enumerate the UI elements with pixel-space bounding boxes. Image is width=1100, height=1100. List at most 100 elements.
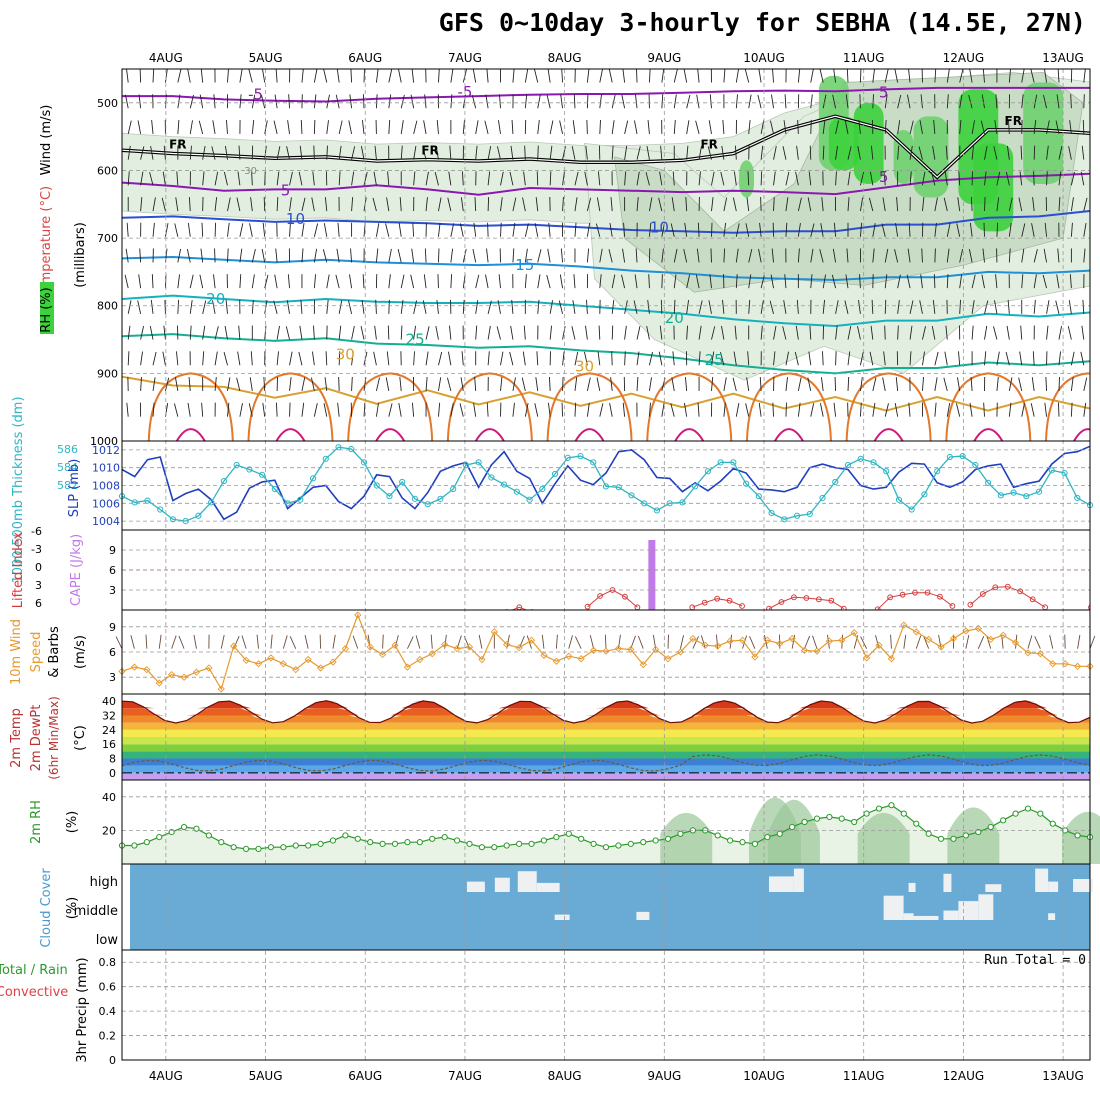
wind-barb bbox=[486, 248, 489, 263]
lifted-index-marker bbox=[967, 601, 974, 608]
wind-barb bbox=[274, 274, 278, 289]
wind-speed-marker bbox=[614, 645, 623, 653]
lifted-index-marker bbox=[815, 596, 822, 603]
wind-barb bbox=[485, 274, 489, 289]
wind-barb bbox=[1008, 119, 1010, 134]
wind-barb bbox=[509, 351, 514, 366]
wind-barb bbox=[933, 119, 936, 134]
wind-barb bbox=[696, 94, 700, 109]
wind-barb bbox=[438, 69, 440, 83]
wind-barb bbox=[227, 248, 229, 263]
wind-barb bbox=[285, 326, 290, 340]
wind-barb bbox=[835, 171, 837, 186]
cloud-level-label: high bbox=[90, 875, 118, 890]
wind-barb bbox=[1070, 94, 1072, 109]
lifted-index-marker bbox=[887, 594, 894, 601]
wind-barb bbox=[645, 172, 650, 186]
wind-speed-marker bbox=[329, 658, 337, 666]
thickness-marker bbox=[386, 493, 393, 500]
wind-barb bbox=[251, 171, 253, 186]
wind-barb bbox=[323, 223, 328, 237]
wind-barb bbox=[547, 402, 551, 417]
wind-barb bbox=[723, 222, 727, 237]
thickness-marker bbox=[437, 495, 444, 502]
wind-barb bbox=[214, 377, 217, 391]
wind-barb bbox=[164, 223, 169, 237]
wind-speed-marker bbox=[788, 634, 796, 643]
wind-barb bbox=[462, 94, 466, 109]
isotherm-hot-loop bbox=[674, 428, 705, 441]
wind-speed-marker bbox=[689, 634, 697, 643]
isotherm-label: 10 bbox=[286, 210, 305, 228]
wind-barb bbox=[698, 325, 702, 340]
thickness-marker bbox=[411, 495, 419, 502]
thickness-marker bbox=[985, 479, 992, 486]
wind-barb bbox=[438, 402, 441, 417]
surface-wind-barb bbox=[630, 635, 636, 649]
wind-barb bbox=[323, 403, 328, 417]
wind-speed-marker bbox=[664, 655, 672, 663]
wind-barb bbox=[981, 94, 985, 109]
rh-marker bbox=[888, 802, 895, 809]
wind-barb bbox=[810, 119, 812, 134]
wind-barb bbox=[723, 69, 726, 83]
temp-tick-label: 24 bbox=[102, 724, 116, 737]
wind-barb bbox=[288, 94, 290, 109]
wind-barb bbox=[239, 69, 243, 83]
cloud-block bbox=[1035, 868, 1049, 892]
wind-barb bbox=[251, 249, 256, 263]
isotherm-label: 5 bbox=[879, 168, 889, 186]
wind-barb bbox=[162, 171, 166, 186]
thickness-marker bbox=[551, 470, 559, 478]
cloud-block bbox=[903, 913, 914, 920]
wind-barb bbox=[410, 274, 415, 289]
wind-speed-marker bbox=[515, 644, 523, 652]
wind-barb bbox=[536, 351, 539, 366]
wind-barb bbox=[872, 402, 876, 417]
wind-barb bbox=[807, 197, 812, 212]
wind-speed-marker bbox=[391, 641, 399, 649]
wind-barb bbox=[760, 171, 763, 186]
wind-barb bbox=[982, 69, 985, 83]
lifted-index-tick-label: 0 bbox=[35, 561, 42, 574]
wind-barb bbox=[772, 402, 774, 417]
wind-barb bbox=[400, 325, 403, 340]
wind-barb bbox=[996, 171, 1001, 186]
surface-wind-barb bbox=[604, 634, 607, 649]
wind-barb bbox=[773, 325, 777, 340]
wind-barb bbox=[351, 376, 353, 391]
wind-barb bbox=[673, 119, 676, 134]
lifted-index-marker bbox=[622, 593, 628, 600]
wind-barb bbox=[1033, 171, 1035, 186]
wind-barb bbox=[1070, 222, 1073, 237]
wind-barb bbox=[733, 351, 737, 366]
wind-barb bbox=[263, 197, 266, 212]
rh-marker bbox=[267, 844, 275, 851]
wind-barb bbox=[920, 94, 923, 109]
cloud-block bbox=[536, 882, 560, 892]
thickness-marker bbox=[1074, 494, 1081, 502]
wind-barb bbox=[646, 145, 650, 160]
wind-barb bbox=[562, 376, 564, 391]
surface-wind-barb bbox=[220, 634, 225, 649]
wind-barb bbox=[984, 171, 987, 186]
wind-barb bbox=[301, 197, 306, 212]
wind-barb bbox=[289, 222, 291, 237]
wind-barb bbox=[934, 351, 939, 366]
wind-barb bbox=[548, 222, 551, 237]
wind-barb bbox=[559, 120, 564, 135]
wind-barb bbox=[994, 300, 998, 314]
wind-speed-marker bbox=[416, 655, 424, 664]
wind-barb bbox=[695, 274, 700, 289]
wind-speed-marker bbox=[974, 624, 982, 633]
rh-marker bbox=[602, 844, 610, 851]
bottom-date-label: 10AUG bbox=[743, 1069, 785, 1083]
lifted-index-marker bbox=[597, 593, 603, 599]
wind-barb bbox=[943, 377, 948, 392]
wind-barb bbox=[1033, 249, 1038, 263]
wind-barb bbox=[785, 402, 787, 417]
wind-barb bbox=[659, 325, 663, 340]
wind-barb bbox=[884, 94, 888, 109]
wind-barb bbox=[1081, 145, 1085, 160]
